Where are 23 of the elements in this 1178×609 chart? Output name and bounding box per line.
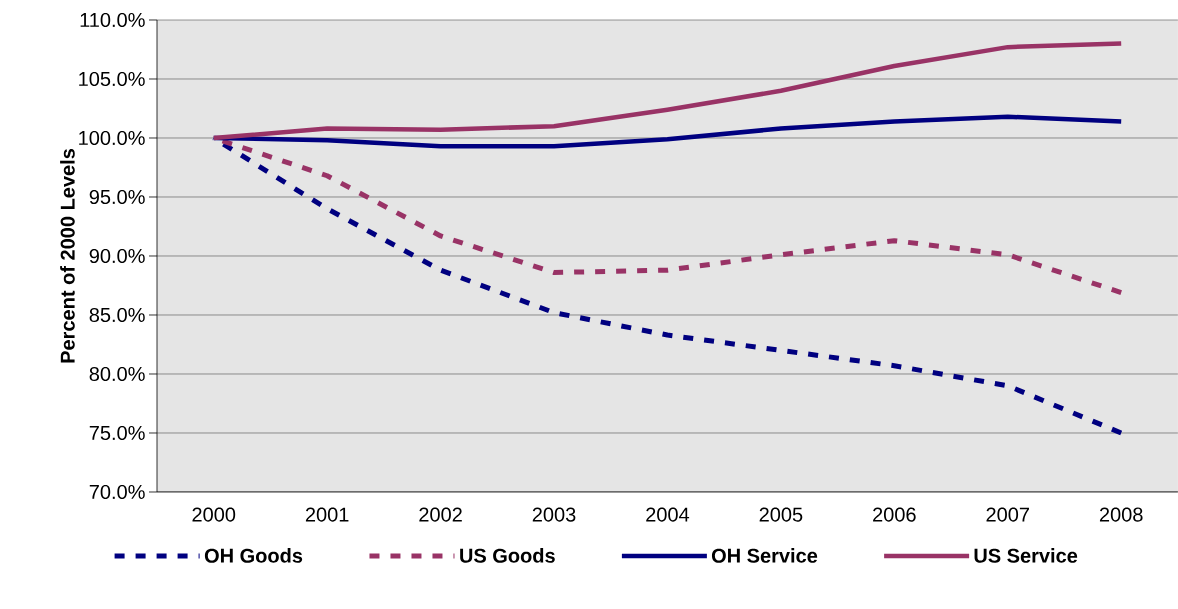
y-tick-label: 90.0% [89, 248, 145, 264]
y-tick-label: 80.0% [89, 366, 145, 382]
y-axis-title: Percent of 2000 Levels [60, 149, 75, 363]
x-tick-label: 2000 [192, 507, 236, 522]
legend-label: US Service [974, 548, 1078, 563]
x-tick-label: 2006 [873, 507, 916, 522]
x-tick-label: 2008 [1099, 507, 1143, 522]
x-tick-label: 2001 [305, 507, 349, 522]
y-tick-label: 100.0% [79, 130, 145, 146]
x-tick-label: 2003 [532, 507, 576, 522]
x-tick-label: 2002 [419, 507, 462, 522]
legend-label: OH Goods [204, 548, 303, 563]
x-tick-label: 2004 [646, 507, 690, 522]
y-tick-label: 75.0% [89, 425, 145, 441]
x-tick-label: 2005 [759, 507, 803, 522]
y-tick-label: 70.0% [89, 484, 145, 500]
x-tick-label: 2007 [986, 507, 1029, 522]
y-tick-label: 105.0% [79, 71, 145, 87]
legend-label: OH Service [711, 548, 818, 563]
y-tick-label: 95.0% [89, 189, 145, 205]
legend-label: US Goods [460, 548, 555, 563]
y-tick-label: 110.0% [80, 12, 145, 28]
y-tick-label: 85.0% [89, 307, 145, 323]
